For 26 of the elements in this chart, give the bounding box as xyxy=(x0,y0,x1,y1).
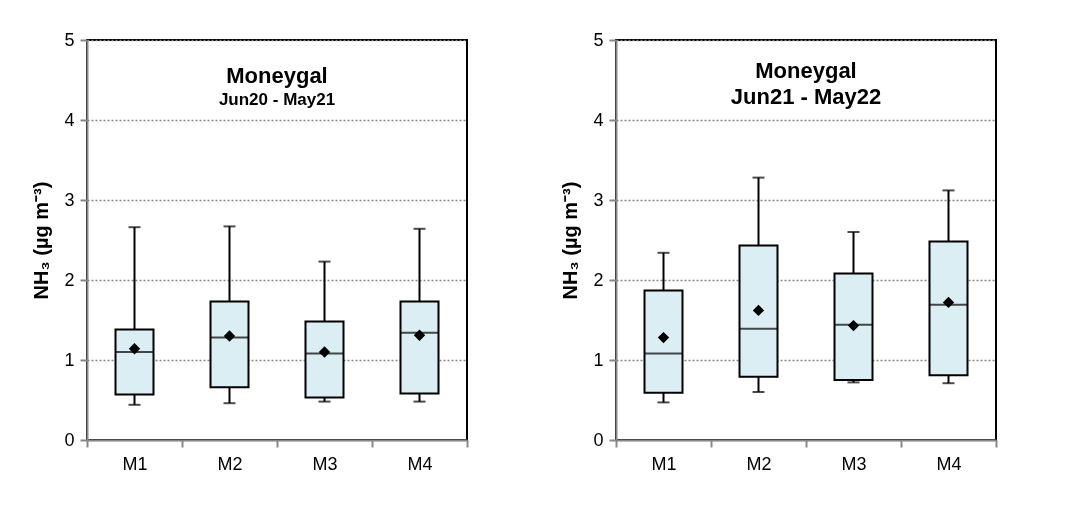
x-tick-label: M1 xyxy=(122,453,148,474)
y-tick-label: 3 xyxy=(64,189,75,210)
x-tick-label: M2 xyxy=(217,453,243,474)
y-tick-label: 0 xyxy=(593,429,604,450)
x-tick-label: M2 xyxy=(746,453,772,474)
x-tick-label: M4 xyxy=(407,453,433,474)
y-tick-label: 2 xyxy=(64,269,75,290)
y-tick-label: 5 xyxy=(64,29,75,50)
text: Jun21 - May22 xyxy=(730,84,882,109)
x-tick-label: M4 xyxy=(936,453,962,474)
y-tick-label: 5 xyxy=(593,29,604,50)
y-tick-label: 1 xyxy=(593,349,604,370)
x-tick-label: M1 xyxy=(651,453,677,474)
text: Jun20 - May21 xyxy=(218,90,336,109)
x-tick-label: M3 xyxy=(312,453,338,474)
y-tick-label: 0 xyxy=(64,429,75,450)
y-tick-label: 2 xyxy=(593,269,604,290)
y-tick-label: 3 xyxy=(593,189,604,210)
y-tick-label: 4 xyxy=(64,109,75,130)
y-tick-label: 4 xyxy=(593,109,604,130)
text: Moneygal xyxy=(226,63,328,88)
x-tick-label: M3 xyxy=(841,453,867,474)
y-axis-title: NH₃ (µg m⁻³) xyxy=(559,181,582,300)
y-tick-label: 1 xyxy=(64,349,75,370)
y-axis-title: NH₃ (µg m⁻³) xyxy=(30,181,53,300)
text: Moneygal xyxy=(755,58,857,83)
